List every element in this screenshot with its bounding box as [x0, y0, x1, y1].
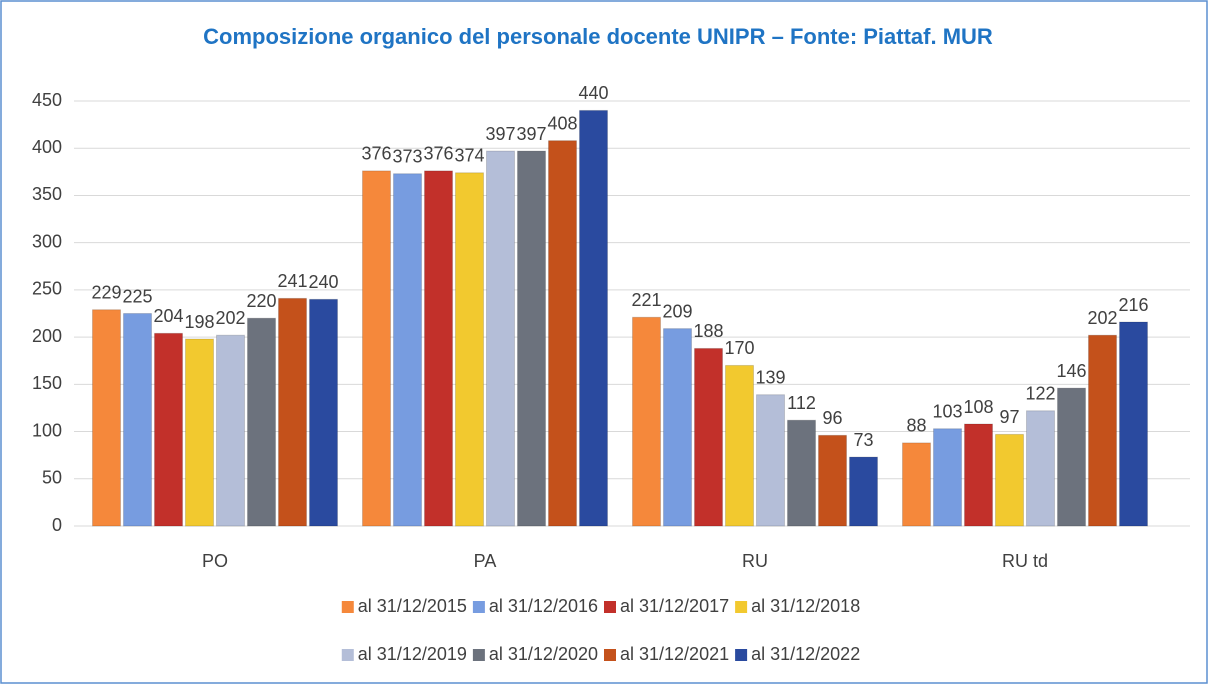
bar	[632, 316, 661, 527]
value-label: 374	[454, 146, 484, 166]
value-label: 188	[693, 321, 723, 341]
legend-swatch	[472, 649, 485, 661]
bar	[548, 140, 577, 527]
bar	[725, 364, 754, 527]
bar	[278, 297, 307, 527]
legend-label: al 31/12/2018	[751, 596, 860, 616]
bar	[247, 317, 276, 527]
value-label: 397	[485, 124, 515, 144]
legend-swatch	[604, 601, 616, 613]
value-label: 170	[724, 338, 754, 358]
value-label: 225	[122, 286, 152, 306]
legend-swatch	[341, 601, 354, 613]
value-label: 198	[184, 312, 214, 332]
bar	[995, 433, 1024, 527]
value-label: 440	[578, 83, 608, 103]
value-label: 88	[906, 416, 926, 436]
bar	[362, 170, 391, 527]
bar	[92, 309, 121, 527]
value-label: 408	[547, 113, 577, 133]
value-label: 202	[1087, 308, 1117, 328]
bar	[1057, 387, 1086, 527]
bar	[694, 347, 723, 527]
value-label: 204	[153, 306, 183, 326]
bar	[933, 428, 962, 527]
x-tick-label: PA	[474, 551, 497, 571]
y-tick-label: 400	[32, 137, 62, 157]
y-tick-label: 150	[32, 373, 62, 393]
bar	[849, 456, 878, 527]
bar	[756, 394, 785, 527]
value-label: 240	[308, 272, 338, 292]
legend-label: al 31/12/2020	[489, 644, 598, 664]
bar	[579, 109, 608, 527]
value-label: 376	[423, 144, 453, 164]
legend-swatch	[472, 601, 485, 613]
legend-label: al 31/12/2022	[751, 644, 860, 664]
bar	[964, 423, 993, 527]
chart-title: Composizione organico del personale doce…	[203, 24, 993, 49]
value-label: 139	[755, 367, 785, 387]
y-tick-label: 250	[32, 279, 62, 299]
legend-label: al 31/12/2019	[358, 644, 467, 664]
value-label: 241	[277, 271, 307, 291]
bar	[216, 334, 245, 527]
value-label: 96	[822, 408, 842, 428]
value-label: 103	[932, 401, 962, 421]
y-tick-label: 350	[32, 184, 62, 204]
bar	[185, 338, 214, 527]
bar	[309, 298, 338, 527]
value-label: 376	[361, 144, 391, 164]
value-label: 216	[1118, 295, 1148, 315]
value-label: 146	[1056, 361, 1086, 381]
bar	[663, 328, 692, 527]
x-tick-label: RU	[742, 551, 768, 571]
bar	[902, 442, 931, 527]
value-label: 112	[787, 393, 816, 413]
value-label: 108	[963, 397, 993, 417]
bar	[393, 173, 422, 527]
value-label: 229	[91, 282, 121, 302]
legend-swatch	[735, 601, 748, 613]
value-label: 209	[662, 301, 692, 321]
bar	[123, 313, 152, 527]
bar	[1026, 410, 1055, 527]
legend-label: al 31/12/2015	[358, 596, 467, 616]
y-tick-label: 0	[52, 515, 62, 535]
y-tick-label: 450	[32, 90, 62, 110]
value-label: 397	[516, 124, 546, 144]
value-label: 97	[999, 407, 1019, 427]
x-tick-label: RU td	[1002, 551, 1048, 571]
bar	[455, 172, 484, 527]
legend-label: al 31/12/2016	[489, 596, 598, 616]
bar	[818, 434, 847, 527]
value-label: 122	[1025, 384, 1055, 404]
bar	[154, 332, 183, 527]
bar	[424, 170, 453, 527]
value-label: 202	[215, 308, 245, 328]
legend-label: al 31/12/2017	[620, 596, 729, 616]
legend-swatch	[341, 649, 354, 661]
value-label: 373	[392, 146, 422, 166]
value-label: 220	[246, 291, 276, 311]
value-label: 73	[853, 430, 873, 450]
legend-swatch	[604, 649, 616, 661]
bar	[486, 150, 515, 527]
y-tick-label: 100	[32, 420, 62, 440]
y-tick-label: 300	[32, 231, 62, 251]
x-tick-label: PO	[202, 551, 228, 571]
y-tick-label: 200	[32, 326, 62, 346]
bar	[1119, 321, 1148, 527]
bar	[787, 419, 816, 527]
value-label: 221	[631, 290, 661, 310]
bar	[517, 150, 546, 527]
legend-swatch	[735, 649, 748, 661]
bar	[1088, 334, 1117, 527]
y-tick-label: 50	[42, 468, 62, 488]
legend-label: al 31/12/2021	[620, 644, 729, 664]
